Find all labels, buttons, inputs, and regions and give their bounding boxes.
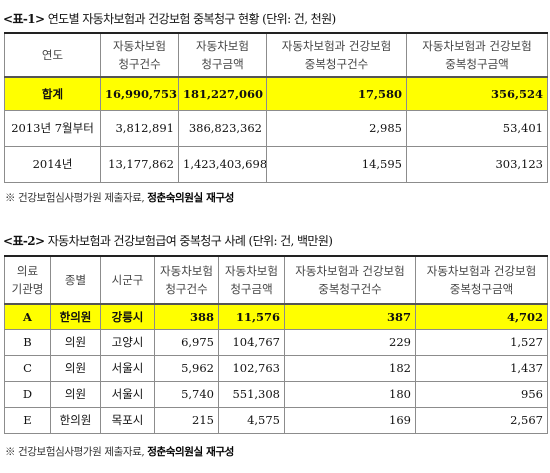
table2-cell: D (4, 380, 51, 408)
table2-header-org: 의료 기관명 (4, 255, 51, 305)
table2-header-row: 의료 기관명 종별 시군구 자동차보험 청구건수 자동차보험 청구금액 자동차보험과 … (4, 255, 548, 305)
table2-cell: 215 (154, 406, 219, 434)
table2-title-prefix: <표-2> (3, 234, 45, 248)
table1-row-total: 합계 16,990,753 181,227,060 17,580 356,524 (4, 76, 548, 111)
table2-cell: A (4, 303, 51, 330)
table2-cell: 서울시 (100, 354, 155, 382)
table2-cell: 한의원 (50, 303, 101, 330)
table1-row: 2013년 7월부터 3,812,891 386,823,362 2,985 5… (4, 109, 548, 147)
table1-cell: 13,177,862 (100, 145, 179, 183)
table2-source-note: ※ 건강보험심사평가원 제출자료, 정춘숙의원실 재구성 (5, 444, 234, 459)
table2-cell: 388 (154, 303, 219, 330)
table1-header-car-count: 자동차보험 청구건수 (100, 32, 179, 78)
table1-note-prefix: ※ 건강보험심사평가원 제출자료, (5, 192, 145, 204)
table2-cell: 한의원 (50, 406, 101, 434)
table2-note-prefix: ※ 건강보험심사평가원 제출자료, (5, 446, 145, 458)
table2-header-dup-amount: 자동차보험과 건강보험 중복청구금액 (415, 255, 548, 305)
table1-cell: 3,812,891 (100, 109, 179, 147)
table2-cell: 387 (284, 303, 416, 330)
table1-title-prefix: <표-1> (3, 12, 45, 26)
table2-cell: 11,576 (218, 303, 285, 330)
table1-cell: 356,524 (406, 76, 548, 111)
table2-title: <표-2> 자동차보험과 건강보험급여 중복청구 사례 (단위: 건, 백만원) (3, 232, 333, 249)
table2-cell: 목포시 (100, 406, 155, 434)
table2-cell: 180 (284, 380, 416, 408)
table2-cell: 의원 (50, 328, 101, 356)
table2: 의료 기관명 종별 시군구 자동차보험 청구건수 자동차보험 청구금액 자동차보험과 … (4, 255, 548, 434)
table2-note-bold: 정춘숙의원실 재구성 (147, 446, 234, 458)
table2-cell: 강릉시 (100, 303, 155, 330)
table2-row: C 의원 서울시 5,962 102,763 182 1,437 (4, 354, 548, 382)
table2-cell: 5,740 (154, 380, 219, 408)
table2-cell: C (4, 354, 51, 382)
table2-cell: 2,567 (415, 406, 548, 434)
table2-header-city: 시군구 (100, 255, 155, 305)
table1-cell: 386,823,362 (178, 109, 267, 147)
table2-cell: 의원 (50, 354, 101, 382)
table2-cell: 1,527 (415, 328, 548, 356)
table1-cell: 53,401 (406, 109, 548, 147)
table2-header-dup-count: 자동차보험과 건강보험 중복청구건수 (284, 255, 416, 305)
table2-cell: 1,437 (415, 354, 548, 382)
table2-row-a: A 한의원 강릉시 388 11,576 387 4,702 (4, 303, 548, 330)
table2-cell: 102,763 (218, 354, 285, 382)
table2-cell: E (4, 406, 51, 434)
table2-header-type: 종별 (50, 255, 101, 305)
table1-header-dup-amount: 자동차보험과 건강보험 중복청구금액 (406, 32, 548, 78)
table1-header-year: 연도 (4, 32, 101, 78)
table2-cell: 4,702 (415, 303, 548, 330)
table1-source-note: ※ 건강보험심사평가원 제출자료, 정춘숙의원실 재구성 (5, 190, 234, 205)
table2-cell: 의원 (50, 380, 101, 408)
table1: 연도 자동차보험 청구건수 자동차보험 청구금액 자동차보험과 건강보험 중복청구건수… (4, 32, 548, 183)
table1-cell: 합계 (4, 76, 101, 111)
table2-title-text: 자동차보험과 건강보험급여 중복청구 사례 (단위: 건, 백만원) (47, 234, 333, 248)
table2-cell: 104,767 (218, 328, 285, 356)
table2-cell: 고양시 (100, 328, 155, 356)
table1-cell: 303,123 (406, 145, 548, 183)
table1-note-bold: 정춘숙의원실 재구성 (147, 192, 234, 204)
table2-cell: 956 (415, 380, 548, 408)
table2-row: B 의원 고양시 6,975 104,767 229 1,527 (4, 328, 548, 356)
table1-cell: 17,580 (266, 76, 407, 111)
table1-cell: 2014년 (4, 145, 101, 183)
table2-row: E 한의원 목포시 215 4,575 169 2,567 (4, 406, 548, 434)
table2-header-car-amount: 자동차보험 청구금액 (218, 255, 285, 305)
table1-header-dup-count: 자동차보험과 건강보험 중복청구건수 (266, 32, 407, 78)
table1-cell: 14,595 (266, 145, 407, 183)
table1-title: <표-1> 연도별 자동차보험과 건강보험 중복청구 현황 (단위: 건, 천원… (3, 10, 336, 27)
table2-cell: 6,975 (154, 328, 219, 356)
table1-cell: 16,990,753 (100, 76, 179, 111)
table2-cell: 서울시 (100, 380, 155, 408)
table1-cell: 2,985 (266, 109, 407, 147)
table2-cell: B (4, 328, 51, 356)
table2-cell: 4,575 (218, 406, 285, 434)
table1-cell: 2013년 7월부터 (4, 109, 101, 147)
table1-header-row: 연도 자동차보험 청구건수 자동차보험 청구금액 자동차보험과 건강보험 중복청구건수… (4, 32, 548, 78)
table1-header-car-amount: 자동차보험 청구금액 (178, 32, 267, 78)
table2-cell: 169 (284, 406, 416, 434)
table2-cell: 182 (284, 354, 416, 382)
table2-row: D 의원 서울시 5,740 551,308 180 956 (4, 380, 548, 408)
table1-row: 2014년 13,177,862 1,423,403,698 14,595 30… (4, 145, 548, 183)
table2-cell: 551,308 (218, 380, 285, 408)
table2-cell: 229 (284, 328, 416, 356)
table1-title-text: 연도별 자동차보험과 건강보험 중복청구 현황 (단위: 건, 천원) (47, 12, 336, 26)
table1-cell: 1,423,403,698 (178, 145, 267, 183)
table1-cell: 181,227,060 (178, 76, 267, 111)
table2-cell: 5,962 (154, 354, 219, 382)
table2-header-car-count: 자동차보험 청구건수 (154, 255, 219, 305)
